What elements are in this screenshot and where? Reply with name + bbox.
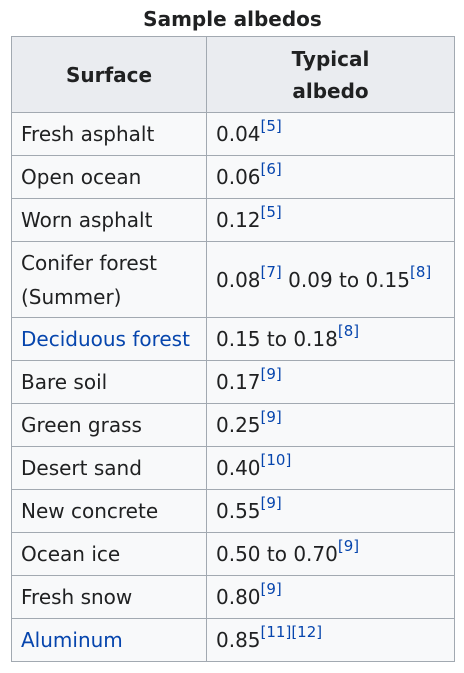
table-row: Conifer forest (Summer) 0.08[7] 0.09 to … (11, 241, 455, 318)
citation-link[interactable]: [10] (260, 451, 292, 469)
citation-link[interactable]: [11][12] (260, 623, 323, 641)
albedo-cell: 0.12[5] (206, 198, 455, 242)
citation-link[interactable]: [9] (337, 537, 360, 555)
albedo-value: 0.12 (216, 208, 261, 232)
albedo-value: 0.55 (216, 499, 261, 523)
surface-link-deciduous-forest[interactable]: Deciduous forest (21, 327, 190, 351)
table-row: Green grass 0.25[9] (11, 403, 455, 447)
table-row: Bare soil 0.17[9] (11, 360, 455, 404)
surface-cell: Conifer forest (Summer) (11, 241, 207, 318)
table-row: New concrete 0.55[9] (11, 489, 455, 533)
citation-link[interactable]: [9] (260, 365, 282, 383)
citation-link[interactable]: [8] (410, 262, 432, 281)
albedo-value: 0.17 (216, 370, 261, 394)
albedo-cell: 0.17[9] (206, 360, 455, 404)
albedo-cell: 0.06[6] (206, 155, 455, 199)
header-albedo-line2: albedo (292, 78, 369, 103)
surface-cell: Green grass (11, 403, 207, 447)
surface-cell: Fresh snow (11, 575, 207, 619)
surface-cell: Fresh asphalt (11, 112, 207, 156)
albedo-table-container: Sample albedos Surface Typical albedo Fr… (11, 6, 455, 662)
albedo-cell: 0.55[9] (206, 489, 455, 533)
table-row: Open ocean 0.06[6] (11, 155, 455, 199)
surface-cell: Deciduous forest (11, 317, 207, 361)
table-row: Fresh snow 0.80[9] (11, 575, 455, 619)
surface-cell: Ocean ice (11, 532, 207, 576)
albedo-cell: 0.85[11][12] (206, 618, 455, 662)
citation-link[interactable]: [9] (260, 580, 282, 598)
albedo-value: 0.25 (216, 413, 261, 437)
table-row: Desert sand 0.40[10] (11, 446, 455, 490)
citation-link[interactable]: [8] (337, 322, 360, 340)
table-row: Aluminum 0.85[11][12] (11, 618, 455, 662)
albedo-cell: 0.04[5] (206, 112, 455, 156)
citation-link[interactable]: [7] (260, 262, 282, 281)
albedo-value: 0.06 (216, 165, 261, 189)
surface-cell: New concrete (11, 489, 207, 533)
albedo-value: 0.40 (216, 456, 261, 480)
albedo-value: 0.80 (216, 585, 261, 609)
citation-link[interactable]: [5] (260, 117, 282, 135)
table-row: Deciduous forest 0.15 to 0.18[8] (11, 317, 455, 361)
albedo-cell: 0.25[9] (206, 403, 455, 447)
albedo-value: 0.50 to 0.70 (216, 542, 338, 566)
table-row: Worn asphalt 0.12[5] (11, 198, 455, 242)
header-typical-albedo: Typical albedo (206, 36, 455, 113)
albedo-value: 0.08 (216, 267, 261, 292)
albedo-cell: 0.40[10] (206, 446, 455, 490)
albedo-value: 0.15 to 0.18 (216, 327, 338, 351)
albedo-value-2: 0.09 to 0.15 (281, 267, 410, 292)
table-row: Fresh asphalt 0.04[5] (11, 112, 455, 156)
surface-line1: Conifer forest (21, 250, 157, 275)
surface-cell: Bare soil (11, 360, 207, 404)
surface-cell: Worn asphalt (11, 198, 207, 242)
header-surface: Surface (11, 36, 207, 113)
citation-link[interactable]: [6] (260, 160, 282, 178)
citation-link[interactable]: [9] (260, 494, 282, 512)
surface-line2: (Summer) (21, 284, 122, 309)
albedo-cell: 0.08[7] 0.09 to 0.15[8] (206, 241, 455, 318)
albedo-cell: 0.50 to 0.70[9] (206, 532, 455, 576)
citation-link[interactable]: [9] (260, 408, 282, 426)
surface-link-aluminum[interactable]: Aluminum (21, 628, 123, 652)
albedo-value: 0.85 (216, 628, 261, 652)
table-caption: Sample albedos (143, 7, 322, 31)
surface-cell: Open ocean (11, 155, 207, 199)
table-row: Ocean ice 0.50 to 0.70[9] (11, 532, 455, 576)
header-albedo-line1: Typical (291, 46, 370, 71)
surface-cell: Aluminum (11, 618, 207, 662)
surface-cell: Desert sand (11, 446, 207, 490)
citation-link[interactable]: [5] (260, 203, 282, 221)
albedo-table: Surface Typical albedo Fresh asphalt 0.0… (11, 36, 455, 662)
header-row: Surface Typical albedo (11, 36, 455, 113)
albedo-cell: 0.15 to 0.18[8] (206, 317, 455, 361)
albedo-value: 0.04 (216, 122, 261, 146)
albedo-cell: 0.80[9] (206, 575, 455, 619)
